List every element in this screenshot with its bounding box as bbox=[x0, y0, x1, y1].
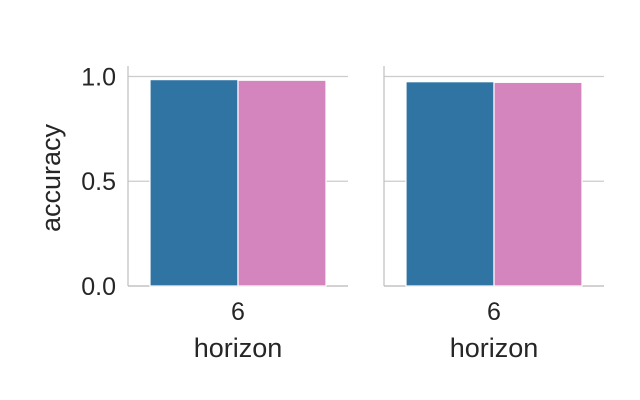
x-tick-label: 6 bbox=[231, 298, 245, 326]
panel-2: 6 horizon bbox=[383, 66, 604, 363]
y-tick-label: 0.0 bbox=[81, 273, 116, 301]
bar-panel1-series1 bbox=[149, 79, 239, 287]
bar-panel2-series1 bbox=[405, 81, 495, 287]
panel-1: 0.0 0.5 1.0 6 horizon bbox=[81, 63, 348, 363]
x-axis-label: horizon bbox=[194, 333, 283, 363]
x-axis-label: horizon bbox=[450, 333, 539, 363]
y-tick-label: 0.5 bbox=[81, 168, 116, 196]
bar-panel1-series2 bbox=[237, 79, 327, 287]
x-tick-label: 6 bbox=[487, 298, 501, 326]
y-axis-label: accuracy bbox=[36, 123, 66, 232]
bar-panel2-series2 bbox=[493, 81, 583, 287]
y-tick-label: 1.0 bbox=[81, 63, 116, 91]
panels: 0.0 0.5 1.0 6 horizon 6 horizon bbox=[81, 63, 604, 363]
